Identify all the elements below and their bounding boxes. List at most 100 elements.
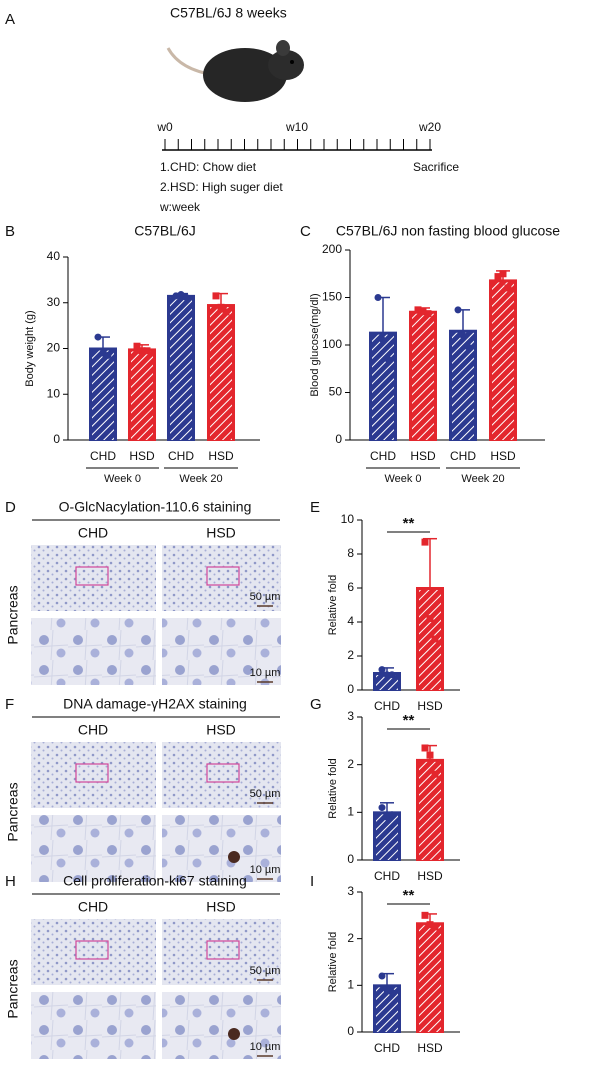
scale-label: 50 µm — [250, 965, 281, 977]
micrograph — [31, 545, 156, 611]
roi-box — [75, 566, 109, 586]
y-axis-label: Blood glucose(mg/dl) — [309, 293, 321, 396]
data-point — [378, 666, 386, 674]
group-label: Week 20 — [179, 473, 222, 485]
y-tick-label: 6 — [347, 580, 354, 594]
scale-label: 10 µm — [250, 667, 281, 679]
positive-nucleus — [228, 851, 240, 863]
y-tick-label: 1 — [347, 978, 354, 992]
y-tick-label: 50 — [329, 385, 343, 399]
data-point — [378, 804, 386, 812]
data-point — [454, 306, 462, 314]
panel-label: G — [310, 696, 322, 713]
y-tick-label: 200 — [322, 242, 342, 256]
scale-label: 50 µm — [250, 591, 281, 603]
micrograph — [162, 742, 281, 808]
data-point — [138, 347, 146, 355]
y-tick-label: 1 — [347, 805, 354, 819]
column-label: HSD — [206, 525, 236, 541]
data-point — [464, 343, 472, 351]
micrograph — [162, 545, 281, 611]
roi-box — [75, 940, 109, 960]
data-point — [426, 615, 434, 623]
micrograph-zoom — [162, 618, 281, 685]
timeline-label: w10 — [285, 120, 308, 134]
panel-label: I — [310, 873, 314, 890]
timeline-label: w20 — [418, 120, 441, 134]
micrograph-zoom — [31, 992, 156, 1059]
y-tick-label: 0 — [347, 1024, 354, 1038]
data-point — [499, 270, 507, 278]
x-tick-label: CHD — [374, 699, 400, 713]
bar-hatch — [170, 297, 192, 440]
y-tick-label: 0 — [53, 432, 60, 446]
panel-label: B — [5, 223, 15, 240]
roi-box — [206, 566, 240, 586]
x-tick-label: HSD — [417, 1041, 443, 1055]
data-point — [94, 333, 102, 341]
tissue-label: Pancreas — [5, 782, 21, 841]
data-point — [143, 347, 151, 355]
x-tick-label: HSD — [410, 449, 436, 463]
data-point — [421, 744, 429, 752]
schematic-title: C57BL/6J 8 weeks — [170, 5, 287, 21]
data-point — [383, 671, 391, 679]
data-point — [374, 294, 382, 301]
x-tick-label: HSD — [490, 449, 516, 463]
y-tick-label: 2 — [347, 648, 354, 662]
group-label: Week 0 — [384, 473, 421, 485]
scale-label: 10 µm — [250, 864, 281, 876]
significance-label: ** — [403, 887, 415, 904]
bar-hatch — [376, 675, 398, 690]
staining-title: DNA damage-γH2AX staining — [63, 696, 247, 712]
bar-hatch — [492, 282, 514, 440]
mouse-eye — [290, 60, 294, 64]
micrograph — [31, 742, 156, 808]
data-point — [421, 911, 429, 919]
mouse-ear — [276, 40, 290, 56]
y-axis-label: Relative fold — [327, 758, 339, 819]
data-point — [388, 811, 396, 819]
data-point — [431, 770, 439, 778]
data-point — [426, 921, 434, 929]
y-tick-label: 0 — [347, 682, 354, 696]
data-point — [222, 308, 230, 316]
bar-hatch — [131, 351, 153, 440]
data-point — [414, 306, 422, 314]
panel-label: C — [300, 223, 311, 240]
data-point — [378, 972, 386, 980]
bar-hatch — [419, 761, 441, 860]
y-tick-label: 20 — [47, 341, 61, 355]
mouse-illustration — [166, 40, 304, 102]
data-point — [182, 293, 190, 301]
tissue-label: Pancreas — [5, 959, 21, 1018]
y-tick-label: 10 — [47, 386, 61, 400]
legend-line: w:week — [159, 200, 201, 214]
significance-label: ** — [403, 712, 415, 729]
y-tick-label: 10 — [341, 512, 355, 526]
chart-title: C57BL/6J non fasting blood glucose — [336, 223, 560, 239]
y-tick-label: 100 — [322, 337, 342, 351]
data-point — [504, 284, 512, 292]
staining-title: Cell proliferation-ki67 staining — [63, 873, 247, 889]
data-point — [133, 342, 141, 350]
y-tick-label: 150 — [322, 290, 342, 304]
data-point — [426, 751, 434, 759]
group-label: Week 0 — [104, 473, 141, 485]
data-point — [217, 303, 225, 311]
data-point — [431, 923, 439, 931]
bar-hatch — [412, 313, 434, 440]
column-label: HSD — [206, 899, 236, 915]
bar-hatch — [92, 350, 114, 440]
y-tick-label: 2 — [347, 757, 354, 771]
group-label: Week 20 — [461, 473, 504, 485]
bar-hatch — [419, 925, 441, 1032]
panel-label: F — [5, 696, 14, 713]
data-point — [494, 273, 502, 281]
data-point — [379, 336, 387, 344]
micrograph — [162, 919, 281, 985]
y-tick-label: 30 — [47, 295, 61, 309]
panel-label: A — [5, 11, 15, 28]
bar-hatch — [376, 814, 398, 860]
